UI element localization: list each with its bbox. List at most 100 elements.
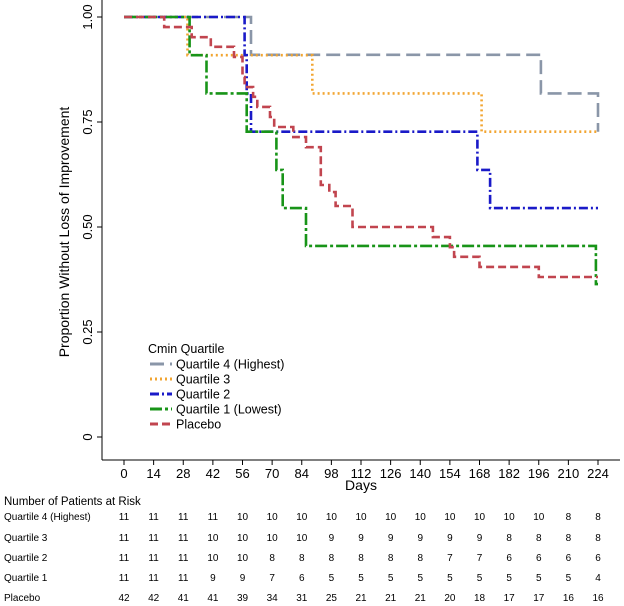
risk-cell: 7 <box>269 573 275 584</box>
risk-cell: 8 <box>566 533 572 544</box>
risk-cell: 6 <box>506 553 512 564</box>
risk-cell: 41 <box>207 593 219 604</box>
survival-curve <box>124 15 598 279</box>
risk-cell: 11 <box>119 553 130 564</box>
risk-cell: 10 <box>533 512 545 523</box>
x-tick-label: 182 <box>498 466 520 481</box>
x-tick-label: 0 <box>120 466 127 481</box>
risk-cell: 42 <box>148 593 160 604</box>
risk-cell: 5 <box>447 573 453 584</box>
risk-cell: 11 <box>148 553 159 564</box>
risk-cell: 10 <box>355 512 367 523</box>
risk-row-label: Quartile 4 (Highest) <box>4 512 91 523</box>
x-tick-label: 140 <box>409 466 431 481</box>
risk-cell: 16 <box>592 593 604 604</box>
x-axis: 0 14 28 42 56 70 84 98 112 126 140 154 168 182 196 210 2… <box>120 460 609 481</box>
risk-cell: 8 <box>299 553 305 564</box>
risk-cell: 11 <box>148 533 159 544</box>
survival-curve <box>124 15 600 132</box>
risk-cell: 11 <box>208 512 219 523</box>
x-tick-label: 112 <box>351 466 372 481</box>
risk-cell: 11 <box>119 533 130 544</box>
risk-cell: 18 <box>474 593 486 604</box>
risk-cell: 39 <box>237 593 249 604</box>
x-tick-label: 196 <box>528 466 550 481</box>
risk-row-label: Quartile 1 <box>4 573 48 584</box>
x-tick-label: 84 <box>295 466 309 481</box>
y-tick-label: 0.50 <box>80 214 95 239</box>
risk-cell: 10 <box>267 512 279 523</box>
risk-cell: 11 <box>119 512 130 523</box>
survival-curve <box>124 15 598 210</box>
legend-entry: Placebo <box>176 418 221 432</box>
risk-cell: 11 <box>119 573 130 584</box>
risk-cell: 5 <box>477 573 483 584</box>
y-tick-label: 0 <box>80 433 95 440</box>
risk-cell: 41 <box>178 593 190 604</box>
risk-cell: 10 <box>237 512 249 523</box>
risk-cell: 9 <box>388 533 394 544</box>
risk-cell: 5 <box>388 573 394 584</box>
risk-cell: 10 <box>504 512 516 523</box>
risk-cell: 5 <box>329 573 335 584</box>
risk-row-label: Quartile 2 <box>4 553 48 564</box>
risk-cell: 9 <box>240 573 246 584</box>
risk-cell: 8 <box>358 553 364 564</box>
risk-cell: 11 <box>178 553 189 564</box>
risk-cell: 9 <box>417 533 423 544</box>
x-axis-label: Days <box>345 477 377 493</box>
risk-cell: 17 <box>533 593 545 604</box>
risk-cell: 10 <box>415 512 427 523</box>
x-tick-label: 154 <box>439 466 461 481</box>
risk-cell: 17 <box>504 593 516 604</box>
risk-cell: 9 <box>447 533 453 544</box>
risk-cell: 6 <box>566 553 572 564</box>
legend-title: Cmin Quartile <box>148 342 224 356</box>
risk-cell: 10 <box>237 553 249 564</box>
risk-cell: 10 <box>296 512 308 523</box>
risk-row-label: Quartile 3 <box>4 533 48 544</box>
x-tick-label: 224 <box>587 466 609 481</box>
legend-entry: Quartile 1 (Lowest) <box>176 403 282 417</box>
risk-cell: 16 <box>563 593 575 604</box>
legend-entry: Quartile 4 (Highest) <box>176 358 284 372</box>
y-axis: 0 0.25 0.50 0.75 1.00 <box>80 4 102 441</box>
risk-cell: 6 <box>595 553 601 564</box>
risk-cell: 10 <box>474 512 486 523</box>
risk-cell: 10 <box>385 512 397 523</box>
risk-cell: 10 <box>237 533 249 544</box>
risk-cell: 5 <box>506 573 512 584</box>
risk-cell: 21 <box>385 593 397 604</box>
risk-cell: 10 <box>207 533 219 544</box>
risk-cell: 6 <box>299 573 305 584</box>
risk-cell: 9 <box>358 533 364 544</box>
y-tick-label: 0.25 <box>80 319 95 344</box>
x-tick-label: 14 <box>146 466 160 481</box>
risk-cell: 8 <box>566 512 572 523</box>
y-tick-label: 0.75 <box>80 109 95 134</box>
x-tick-label: 70 <box>265 466 279 481</box>
legend-entry: Quartile 3 <box>176 373 230 387</box>
risk-cell: 10 <box>207 553 219 564</box>
x-tick-label: 56 <box>235 466 249 481</box>
risk-cell: 10 <box>326 512 338 523</box>
risk-cell: 9 <box>210 573 216 584</box>
risk-cell: 5 <box>417 573 423 584</box>
risk-cell: 25 <box>326 593 338 604</box>
risk-cell: 5 <box>358 573 364 584</box>
risk-cell: 10 <box>267 533 279 544</box>
risk-cell: 11 <box>178 512 189 523</box>
x-tick-label: 168 <box>469 466 491 481</box>
risk-cell: 8 <box>417 553 423 564</box>
risk-cell: 42 <box>118 593 130 604</box>
survival-curve <box>124 15 598 133</box>
risk-cell: 8 <box>595 512 601 523</box>
risk-cell: 9 <box>329 533 335 544</box>
risk-cell: 8 <box>329 553 335 564</box>
x-tick-label: 210 <box>558 466 580 481</box>
x-tick-label: 98 <box>324 466 338 481</box>
risk-cell: 8 <box>536 533 542 544</box>
risk-cell: 7 <box>447 553 453 564</box>
